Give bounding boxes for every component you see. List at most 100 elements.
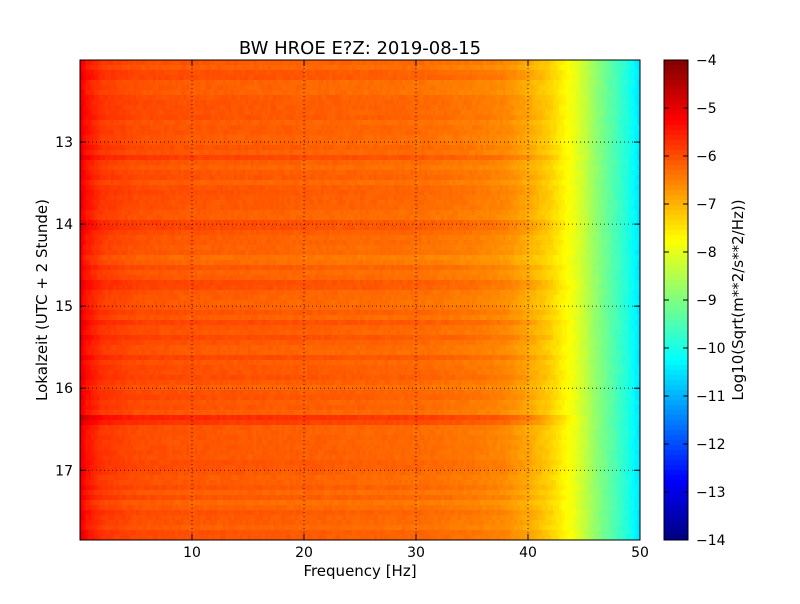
heatmap-cell bbox=[474, 70, 479, 76]
heatmap-cell bbox=[99, 75, 103, 81]
heatmap-cell bbox=[304, 105, 308, 111]
heatmap-cell bbox=[278, 85, 283, 91]
heatmap-cell bbox=[217, 65, 221, 71]
heatmap-cell bbox=[259, 80, 263, 86]
heatmap-cell bbox=[332, 85, 336, 91]
heatmap-cell bbox=[449, 65, 453, 71]
heatmap-cell bbox=[248, 65, 252, 71]
heatmap-cell bbox=[256, 60, 260, 66]
heatmap-cell bbox=[127, 70, 131, 76]
heatmap-cell bbox=[435, 70, 439, 76]
heatmap-cell bbox=[600, 70, 605, 76]
heatmap-cell bbox=[435, 75, 439, 81]
heatmap-cell bbox=[598, 85, 602, 91]
heatmap-cell bbox=[567, 60, 571, 66]
heatmap-cell bbox=[444, 75, 448, 81]
heatmap-cell bbox=[113, 100, 117, 106]
heatmap-cell bbox=[298, 90, 302, 96]
heatmap-cell bbox=[194, 105, 199, 111]
heatmap-cell bbox=[206, 85, 210, 91]
heatmap-cell bbox=[491, 95, 495, 101]
heatmap-cell bbox=[217, 85, 221, 91]
heatmap-cell bbox=[306, 60, 311, 66]
heatmap-cell bbox=[508, 85, 512, 91]
heatmap-cell bbox=[206, 70, 210, 76]
heatmap-cell bbox=[304, 70, 308, 76]
heatmap-cell bbox=[402, 95, 406, 101]
heatmap-cell bbox=[290, 105, 294, 111]
heatmap-cell bbox=[172, 75, 176, 81]
heatmap-cell bbox=[110, 75, 115, 81]
heatmap-cell bbox=[152, 65, 157, 71]
heatmap-cell bbox=[463, 60, 467, 66]
heatmap-cell bbox=[390, 65, 395, 71]
heatmap-cell bbox=[567, 95, 571, 101]
heatmap-cell bbox=[222, 105, 227, 111]
heatmap-cell bbox=[287, 80, 291, 86]
heatmap-cell bbox=[234, 85, 238, 91]
heatmap-cell bbox=[88, 75, 92, 81]
heatmap-cell bbox=[385, 75, 389, 81]
heatmap-cell bbox=[430, 95, 434, 101]
heatmap-cell bbox=[561, 65, 565, 71]
heatmap-cell bbox=[586, 80, 591, 86]
heatmap-cell bbox=[175, 80, 179, 86]
heatmap-cell bbox=[332, 70, 336, 76]
heatmap-cell bbox=[234, 60, 238, 66]
heatmap-cell bbox=[211, 100, 215, 106]
heatmap-cell bbox=[623, 100, 627, 106]
heatmap-cell bbox=[637, 65, 641, 71]
heatmap-cell bbox=[320, 60, 325, 66]
heatmap-cell bbox=[550, 85, 554, 91]
heatmap-cell bbox=[449, 95, 453, 101]
heatmap-cell bbox=[505, 65, 509, 71]
heatmap-cell bbox=[544, 75, 549, 81]
heatmap-cell bbox=[564, 60, 568, 66]
heatmap-cell bbox=[480, 60, 484, 66]
heatmap-cell bbox=[441, 85, 445, 91]
heatmap-cell bbox=[393, 65, 397, 71]
heatmap-cell bbox=[178, 100, 182, 106]
heatmap-cell bbox=[144, 90, 148, 96]
heatmap-cell bbox=[256, 90, 260, 96]
heatmap-cell bbox=[284, 75, 288, 81]
heatmap-cell bbox=[144, 70, 148, 76]
heatmap-cell bbox=[533, 95, 537, 101]
heatmap-cell bbox=[348, 105, 353, 111]
heatmap-cell bbox=[326, 105, 330, 111]
heatmap-cell bbox=[536, 70, 540, 76]
heatmap-cell bbox=[147, 60, 151, 66]
heatmap-cell bbox=[194, 75, 199, 81]
heatmap-cell bbox=[516, 75, 521, 81]
heatmap-cell bbox=[421, 105, 425, 111]
heatmap-cell bbox=[511, 90, 515, 96]
heatmap-cell bbox=[374, 75, 378, 81]
heatmap-cell bbox=[290, 90, 294, 96]
heatmap-cell bbox=[270, 85, 274, 91]
heatmap-cell bbox=[326, 100, 330, 106]
heatmap-cell bbox=[614, 90, 619, 96]
heatmap-cell bbox=[379, 100, 383, 106]
heatmap-cell bbox=[427, 75, 431, 81]
heatmap-cell bbox=[410, 100, 414, 106]
heatmap-cell bbox=[270, 65, 274, 71]
heatmap-cell bbox=[276, 65, 280, 71]
heatmap-cell bbox=[200, 95, 204, 101]
heatmap-cell bbox=[329, 105, 333, 111]
heatmap-cell bbox=[94, 65, 98, 71]
heatmap-cell bbox=[323, 105, 327, 111]
heatmap-cell bbox=[505, 85, 509, 91]
heatmap-cell bbox=[472, 60, 476, 66]
heatmap-cell bbox=[183, 95, 187, 101]
heatmap-cell bbox=[264, 70, 269, 76]
heatmap-cell bbox=[491, 65, 495, 71]
heatmap-cell bbox=[169, 95, 173, 101]
heatmap-cell bbox=[248, 100, 252, 106]
heatmap-cell bbox=[334, 70, 339, 76]
heatmap-cell bbox=[217, 80, 221, 86]
heatmap-cell bbox=[304, 65, 308, 71]
heatmap-cell bbox=[239, 105, 243, 111]
heatmap-cell bbox=[469, 100, 473, 106]
heatmap-cell bbox=[542, 95, 546, 101]
heatmap-cell bbox=[276, 60, 280, 66]
